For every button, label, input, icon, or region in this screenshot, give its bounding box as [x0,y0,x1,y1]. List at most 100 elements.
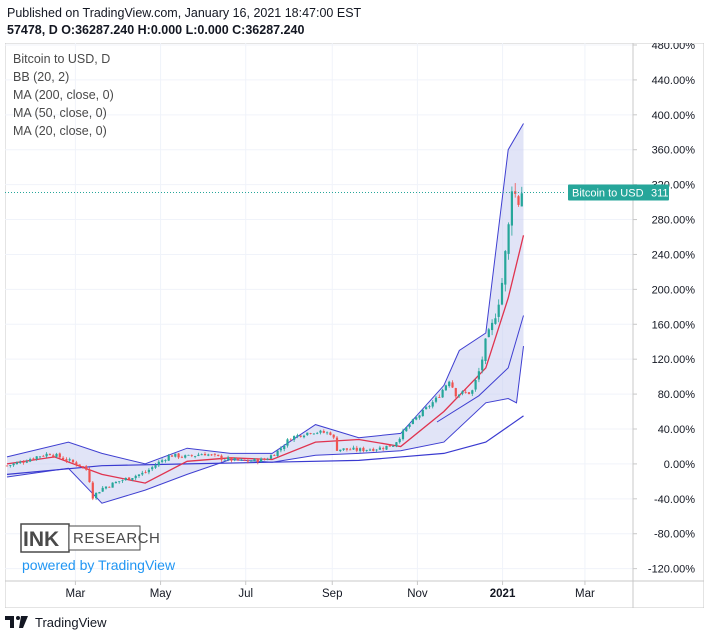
candle-body [276,450,279,457]
y-tick-label: -80.00% [654,529,695,541]
candle-body [187,454,190,456]
ma50-line [436,315,524,423]
candle-body [85,466,88,470]
candle-body [283,445,286,450]
candle-body [236,457,240,461]
candle-body [98,492,101,494]
candle-body [326,432,329,434]
candle-body [203,453,207,456]
y-tick-label: 240.00% [652,249,696,261]
legend-title: Bitcoin to USD, D [13,52,110,66]
candle-body [253,458,256,462]
candle-body [147,469,150,473]
candle-body [45,453,48,457]
candle-body [19,461,22,463]
y-tick-label: 80.00% [658,389,696,401]
ma200-line [6,415,524,475]
candle-body [154,465,157,468]
price-chart[interactable]: -120.00% -80.00% -40.00% 0.00% 40.00% 80.00% 1… [4,40,705,609]
y-tick-label: -40.00% [654,494,695,506]
candle-body [431,402,434,407]
candle-body [9,465,12,466]
candle-body [349,449,352,451]
candle-body [378,447,381,450]
y-tick-label: 360.00% [652,145,696,157]
candle-body [151,467,154,470]
powered-by-tradingview[interactable]: powered by TradingView [22,557,176,573]
candle-body [444,385,447,391]
candle-body [101,487,104,492]
candle-body [306,432,309,436]
candle-body [302,435,306,438]
chart-frame[interactable]: -120.00% -80.00% -40.00% 0.00% 40.00% 80.00% 1… [4,40,705,609]
candle-body [128,477,131,480]
chart-border [4,42,705,609]
y-tick-label: 0.00% [664,459,695,471]
candle-body [319,430,322,433]
candle-body [398,438,401,443]
candle-body [200,454,203,456]
candle-body [65,459,68,461]
tradingview-logo-icon [5,616,28,628]
candle-body [81,466,84,467]
candle-body [55,453,58,457]
x-tick-label: Nov [407,588,428,600]
legend-indicator: MA (20, close, 0) [13,124,107,138]
legend-indicator: MA (50, close, 0) [13,106,107,120]
candle-body [269,455,273,459]
candle-body [322,431,325,433]
candle-body [243,459,246,461]
candle-body [108,486,111,488]
candle-body [121,480,124,482]
candle-body [91,482,94,499]
candle-body [104,486,108,489]
time-scale[interactable]: Mar May Jul Sep Nov 2021 Mar [65,581,595,600]
candle-body [5,465,9,467]
candle-body [365,449,368,451]
y-tick-label: 160.00% [652,319,696,331]
candle-body [299,435,302,437]
candle-body [223,459,226,461]
candle-body [359,448,362,451]
candle-body [279,448,282,451]
footer: TradingView [5,612,107,632]
x-tick-label: Sep [322,588,342,600]
candle-body [38,456,42,458]
candle-body [382,448,385,450]
ink-research-logo: INK RESEARCH [20,523,160,553]
candle-body [95,492,98,499]
candle-body [157,461,160,466]
y-tick-label: -120.00% [648,564,695,576]
candle-body [316,432,319,434]
candle-body [421,409,424,417]
candle-body [22,462,25,463]
candle-body [395,442,398,447]
candle-body [184,455,187,458]
candle-body [441,389,444,398]
candle-body [481,359,484,371]
candle-body [411,419,414,424]
candle-body [141,472,144,475]
footer-brand[interactable]: TradingView [35,614,107,630]
candle-body [213,453,216,455]
candle-body [491,322,494,331]
candle-body [309,433,312,434]
candle-body [418,415,421,418]
candle-body [246,460,249,462]
candle-body [161,460,164,462]
candle-body [240,459,243,461]
candle-body [68,459,71,461]
candle-body [207,454,210,456]
candle-body [434,397,438,402]
candle-body [180,456,183,458]
candle-body [372,448,375,451]
candle-body [342,448,345,450]
legend-indicator: MA (200, close, 0) [13,88,114,102]
candle-body [164,460,167,462]
x-tick-label: May [150,588,172,600]
candle-body [233,458,236,461]
candle-body [12,463,15,466]
candle-body [52,455,55,457]
published-line: Published on TradingView.com, January 16… [7,6,362,20]
candle-body [62,457,65,460]
